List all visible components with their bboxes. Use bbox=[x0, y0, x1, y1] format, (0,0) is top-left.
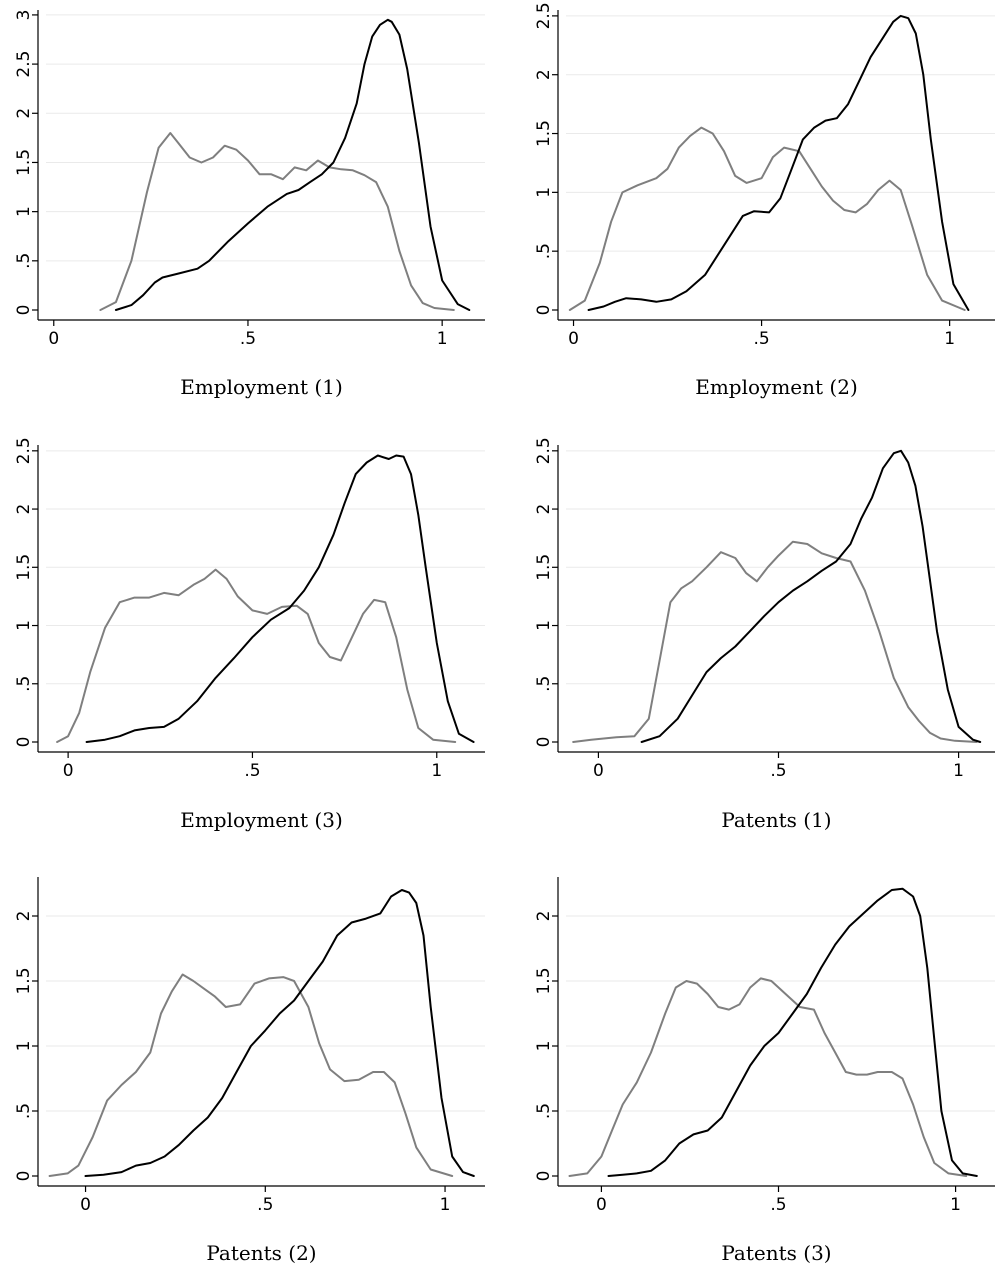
y-tick-label: 2 bbox=[14, 911, 34, 922]
y-tick-label: 1.5 bbox=[14, 554, 34, 581]
panel-title: Employment (2) bbox=[695, 375, 858, 399]
panel-title: Patents (2) bbox=[206, 1241, 316, 1265]
density-curve-gray bbox=[568, 977, 968, 1177]
y-tick-label: 2 bbox=[14, 504, 34, 515]
y-tick-label: .5 bbox=[14, 1103, 34, 1119]
y-tick-label: 1.5 bbox=[534, 554, 554, 581]
density-curve-gray bbox=[572, 540, 978, 743]
y-tick-label: 1 bbox=[14, 1041, 34, 1052]
y-tick-label: 1.5 bbox=[14, 967, 34, 994]
y-tick-label: 0 bbox=[534, 305, 554, 316]
density-curve-black bbox=[84, 889, 475, 1177]
x-tick-label: 0 bbox=[80, 1195, 91, 1215]
y-tick-label: 2 bbox=[534, 69, 554, 80]
panel-title: Patents (1) bbox=[721, 808, 831, 832]
y-tick-label: 2.5 bbox=[534, 2, 554, 29]
density-panel-1: 0 .5 1 1.5 2 2.5 3 0 .5 1 Employment (1) bbox=[14, 10, 485, 399]
x-tick-label: 1 bbox=[944, 329, 955, 349]
y-tick-label: 2 bbox=[14, 108, 34, 119]
panel-title: Patents (3) bbox=[721, 1241, 831, 1265]
y-tick-label: 0 bbox=[534, 737, 554, 748]
y-tick-label: 1.5 bbox=[14, 149, 34, 176]
x-tick-label: 1 bbox=[437, 329, 448, 349]
density-curve-black bbox=[640, 449, 982, 743]
density-curve-black bbox=[607, 887, 978, 1177]
density-curve-gray bbox=[568, 126, 966, 311]
x-tick-label: .5 bbox=[244, 761, 260, 781]
y-tick-label: 1.5 bbox=[534, 120, 554, 147]
density-panel-5: 0 .5 1 1.5 2 0 .5 1 Patents (2) bbox=[14, 877, 485, 1265]
y-tick-label: .5 bbox=[14, 676, 34, 692]
density-curve-black bbox=[587, 14, 970, 311]
x-tick-label: 0 bbox=[63, 761, 74, 781]
y-tick-label: 1 bbox=[534, 620, 554, 631]
x-tick-label: 1 bbox=[950, 1195, 961, 1215]
density-curve-gray bbox=[48, 973, 454, 1177]
x-tick-label: .5 bbox=[753, 329, 769, 349]
y-tick-label: 2.5 bbox=[14, 437, 34, 464]
x-tick-label: 0 bbox=[568, 329, 579, 349]
x-tick-label: 1 bbox=[440, 1195, 451, 1215]
y-tick-label: .5 bbox=[534, 243, 554, 259]
y-tick-label: 1.5 bbox=[534, 967, 554, 994]
x-tick-label: 0 bbox=[593, 761, 604, 781]
x-tick-label: 0 bbox=[596, 1195, 607, 1215]
x-tick-label: 1 bbox=[431, 761, 442, 781]
density-curve-black bbox=[85, 454, 475, 743]
y-tick-label: 1 bbox=[14, 206, 34, 217]
y-tick-label: .5 bbox=[534, 676, 554, 692]
density-panel-6: 0 .5 1 1.5 2 0 .5 1 Patents (3) bbox=[534, 877, 995, 1265]
density-curve-black bbox=[114, 18, 471, 311]
x-tick-label: .5 bbox=[770, 1195, 786, 1215]
x-tick-label: .5 bbox=[770, 761, 786, 781]
y-tick-label: 1 bbox=[14, 620, 34, 631]
y-tick-label: 2.5 bbox=[14, 51, 34, 78]
x-tick-label: .5 bbox=[257, 1195, 273, 1215]
x-tick-label: .5 bbox=[240, 329, 256, 349]
y-tick-label: 3 bbox=[14, 10, 34, 21]
panel-title: Employment (3) bbox=[180, 808, 343, 832]
y-tick-label: .5 bbox=[14, 253, 34, 269]
x-tick-label: 0 bbox=[48, 329, 59, 349]
density-curve-gray bbox=[99, 132, 455, 311]
y-tick-label: 0 bbox=[14, 305, 34, 316]
x-tick-label: 1 bbox=[953, 761, 964, 781]
y-tick-label: 2.5 bbox=[534, 437, 554, 464]
y-tick-label: 0 bbox=[14, 1171, 34, 1182]
y-tick-label: 2 bbox=[534, 911, 554, 922]
density-curve-gray bbox=[56, 568, 457, 743]
density-panel-4: 0 .5 1 1.5 2 2.5 0 .5 1 Patents (1) bbox=[534, 437, 995, 832]
y-tick-label: 1 bbox=[534, 1041, 554, 1052]
y-tick-label: 1 bbox=[534, 187, 554, 198]
y-tick-label: 0 bbox=[534, 1171, 554, 1182]
density-panel-2: 0 .5 1 1.5 2 2.5 0 .5 1 Employment (2) bbox=[534, 2, 995, 399]
y-tick-label: 2 bbox=[534, 504, 554, 515]
panel-title: Employment (1) bbox=[180, 375, 343, 399]
density-panel-3: 0 .5 1 1.5 2 2.5 0 .5 1 Employment (3) bbox=[14, 437, 485, 832]
y-tick-label: 0 bbox=[14, 737, 34, 748]
y-tick-label: .5 bbox=[534, 1103, 554, 1119]
